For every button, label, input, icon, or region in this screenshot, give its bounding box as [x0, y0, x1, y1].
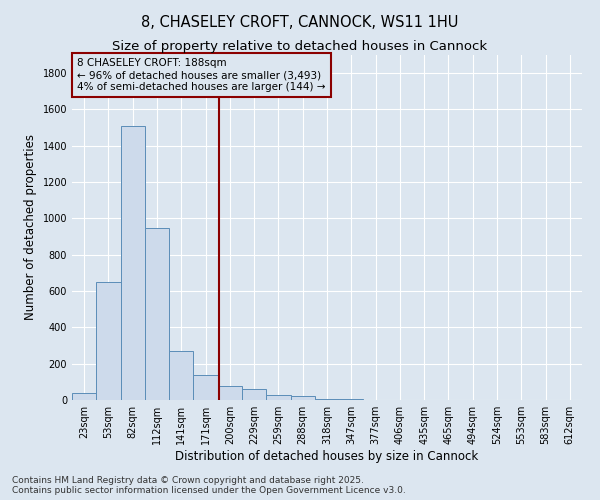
Bar	[72, 392, 96, 400]
Text: 8, CHASELEY CROFT, CANNOCK, WS11 1HU: 8, CHASELEY CROFT, CANNOCK, WS11 1HU	[142, 15, 458, 30]
Bar	[121, 126, 145, 400]
Bar	[339, 399, 364, 400]
Bar	[218, 386, 242, 400]
Text: Size of property relative to detached houses in Cannock: Size of property relative to detached ho…	[112, 40, 488, 53]
Bar	[96, 282, 121, 400]
Bar	[315, 399, 339, 400]
Bar	[193, 374, 218, 400]
Bar	[242, 389, 266, 400]
Bar	[266, 396, 290, 400]
Bar	[290, 396, 315, 400]
Y-axis label: Number of detached properties: Number of detached properties	[24, 134, 37, 320]
X-axis label: Distribution of detached houses by size in Cannock: Distribution of detached houses by size …	[175, 450, 479, 463]
Bar	[169, 351, 193, 400]
Text: Contains HM Land Registry data © Crown copyright and database right 2025.
Contai: Contains HM Land Registry data © Crown c…	[12, 476, 406, 495]
Bar	[145, 228, 169, 400]
Text: 8 CHASELEY CROFT: 188sqm
← 96% of detached houses are smaller (3,493)
4% of semi: 8 CHASELEY CROFT: 188sqm ← 96% of detach…	[77, 58, 326, 92]
